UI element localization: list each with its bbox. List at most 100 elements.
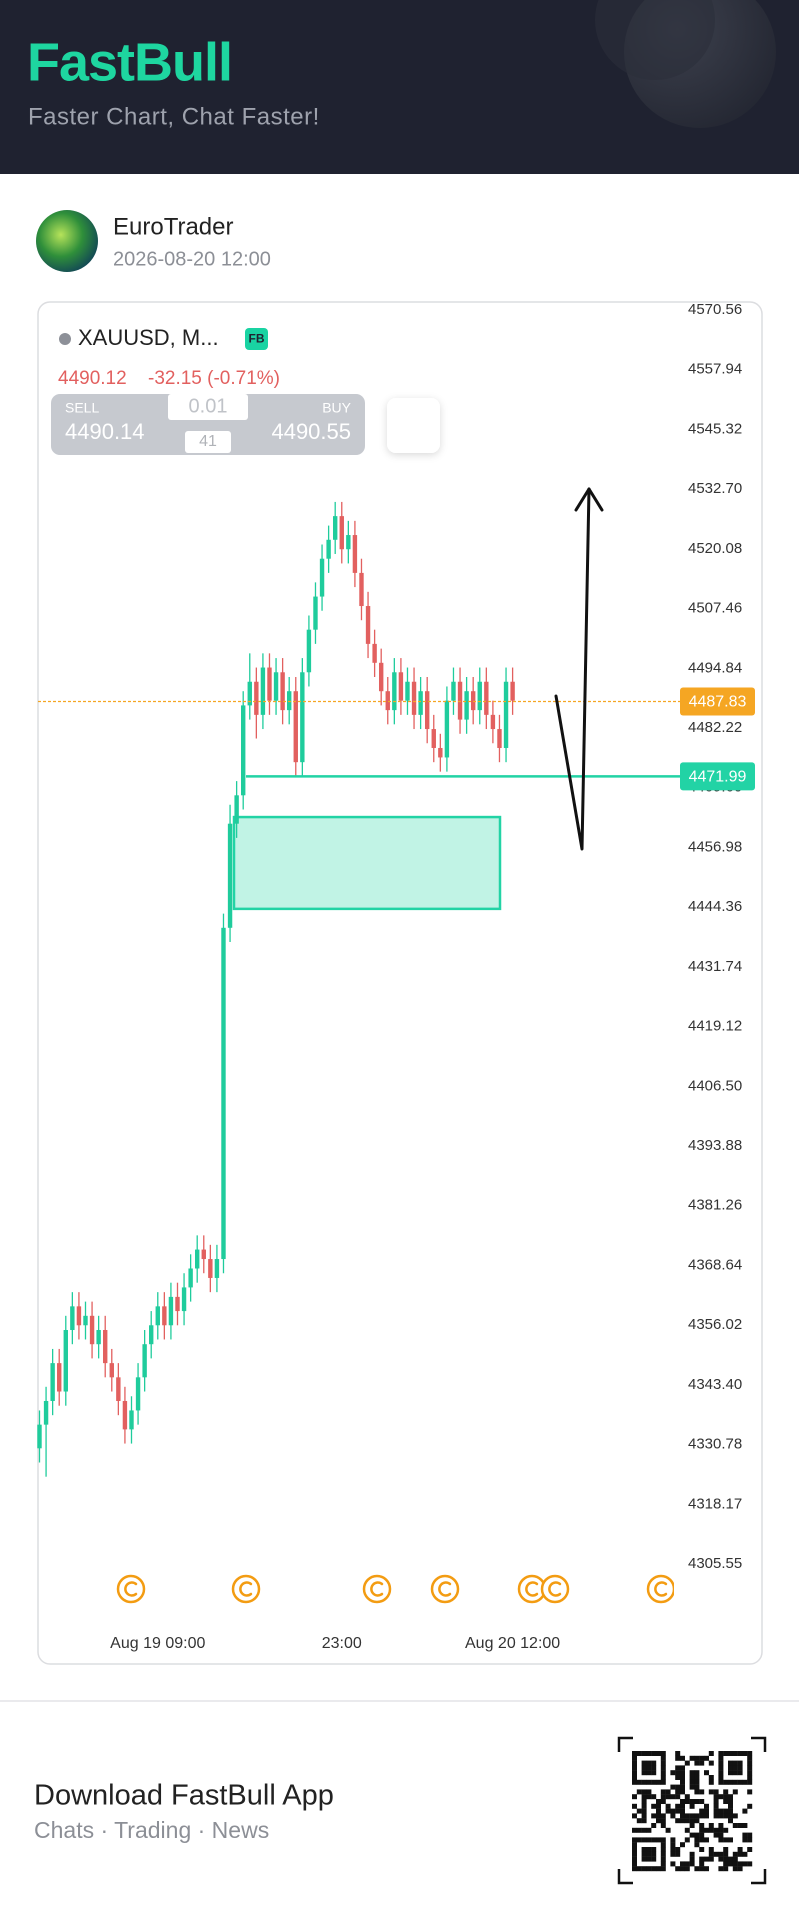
candle-body (510, 681, 515, 701)
qr-module (704, 1813, 709, 1819)
qr-module (737, 1779, 743, 1785)
qr-module (670, 1851, 676, 1857)
buy-price[interactable]: 4490.55 (271, 419, 351, 444)
candle-body (227, 823, 233, 928)
qr-module (632, 1770, 637, 1776)
candle-body (392, 672, 397, 711)
qr-module (708, 1827, 714, 1833)
qr-module (718, 1832, 724, 1838)
qr-module (675, 1784, 681, 1790)
event-glyph (370, 1581, 384, 1597)
y-tick-label: 4557.94 (688, 361, 742, 378)
qr-module (689, 1803, 695, 1809)
qr-module (660, 1755, 666, 1761)
qr-module (641, 1760, 647, 1766)
qr-module (660, 1779, 666, 1785)
qr-module (699, 1832, 705, 1838)
event-icons (116, 1574, 674, 1604)
qr-module (656, 1803, 661, 1809)
qr-module (680, 1784, 685, 1790)
qr-module (713, 1808, 719, 1814)
qr-module (660, 1751, 666, 1756)
candle-body (411, 681, 417, 715)
candle-body (168, 1296, 174, 1326)
qr-module (646, 1770, 652, 1776)
avatar[interactable] (36, 210, 98, 272)
qr-module (675, 1751, 681, 1756)
qr-module (742, 1823, 748, 1828)
qr-module (680, 1755, 685, 1761)
qr-module (694, 1799, 700, 1804)
qr-module (713, 1827, 719, 1833)
candle-body (293, 691, 298, 763)
y-tick-label: 4330.78 (688, 1436, 742, 1453)
qr-module (651, 1770, 657, 1776)
zone (232, 815, 502, 911)
qr-module (699, 1789, 705, 1795)
candle-body (424, 691, 430, 730)
candle-body (201, 1249, 206, 1260)
qr-module (651, 1779, 657, 1785)
candle-body (378, 662, 384, 692)
candle-body (326, 539, 331, 559)
lot[interactable]: 0.01 (189, 395, 228, 417)
qr-module (708, 1823, 714, 1828)
qr-module (665, 1808, 671, 1814)
y-tick-label: 4381.26 (688, 1197, 742, 1214)
qr-module (660, 1851, 666, 1857)
qr-module (632, 1851, 637, 1857)
qr-module (728, 1818, 733, 1824)
y-tick-label: 4494.84 (688, 659, 742, 676)
qr-module (684, 1861, 690, 1867)
qr-module (641, 1837, 647, 1843)
y-tick-label: 4532.70 (688, 480, 742, 497)
sell-label[interactable]: SELL (65, 400, 99, 416)
buy-label[interactable]: BUY (322, 400, 351, 416)
qr-module (694, 1770, 700, 1776)
qr-module (718, 1760, 724, 1766)
qr-module (684, 1827, 690, 1833)
candle-body (490, 714, 496, 730)
qr-module (670, 1808, 676, 1814)
qr-module (699, 1827, 705, 1833)
y-tick-label: 4318.17 (688, 1495, 742, 1512)
sell-price[interactable]: 4490.14 (65, 419, 145, 444)
qr-module (689, 1799, 695, 1804)
event-glyph (124, 1581, 138, 1597)
lot-input[interactable] (168, 394, 248, 420)
event-icon (430, 1574, 460, 1604)
candle-body (129, 1410, 134, 1430)
qr-module (747, 1779, 753, 1785)
qr-module (656, 1837, 661, 1843)
qr-module (632, 1861, 637, 1867)
qr-module (680, 1770, 685, 1776)
qr-module (651, 1847, 657, 1852)
price-change: -32.15 (-0.71%) (148, 368, 280, 389)
candle-body (208, 1259, 213, 1278)
candle-body (70, 1306, 75, 1331)
candle-body (96, 1330, 101, 1345)
qr-module (723, 1789, 729, 1795)
qr-module (651, 1851, 657, 1857)
author[interactable]: EuroTrader (113, 213, 234, 240)
qr-module (680, 1775, 685, 1780)
qr-module (651, 1823, 657, 1828)
symbol[interactable]: XAUUSD, M... (78, 325, 219, 350)
qr-module (718, 1794, 724, 1800)
candle-body (109, 1363, 114, 1378)
qr-module (641, 1827, 647, 1833)
qr-module (747, 1775, 753, 1780)
qr-module (646, 1779, 652, 1785)
qr-module (641, 1851, 647, 1857)
candle-body (464, 691, 469, 720)
tool-button[interactable] (387, 398, 440, 453)
spread: 41 (199, 433, 217, 450)
qr-module (718, 1866, 724, 1872)
candle-body (405, 681, 410, 701)
qr-module (747, 1770, 753, 1776)
qr-module (680, 1813, 685, 1819)
candle-body (162, 1306, 167, 1326)
qr-module (675, 1789, 681, 1795)
qr-module (670, 1847, 676, 1852)
